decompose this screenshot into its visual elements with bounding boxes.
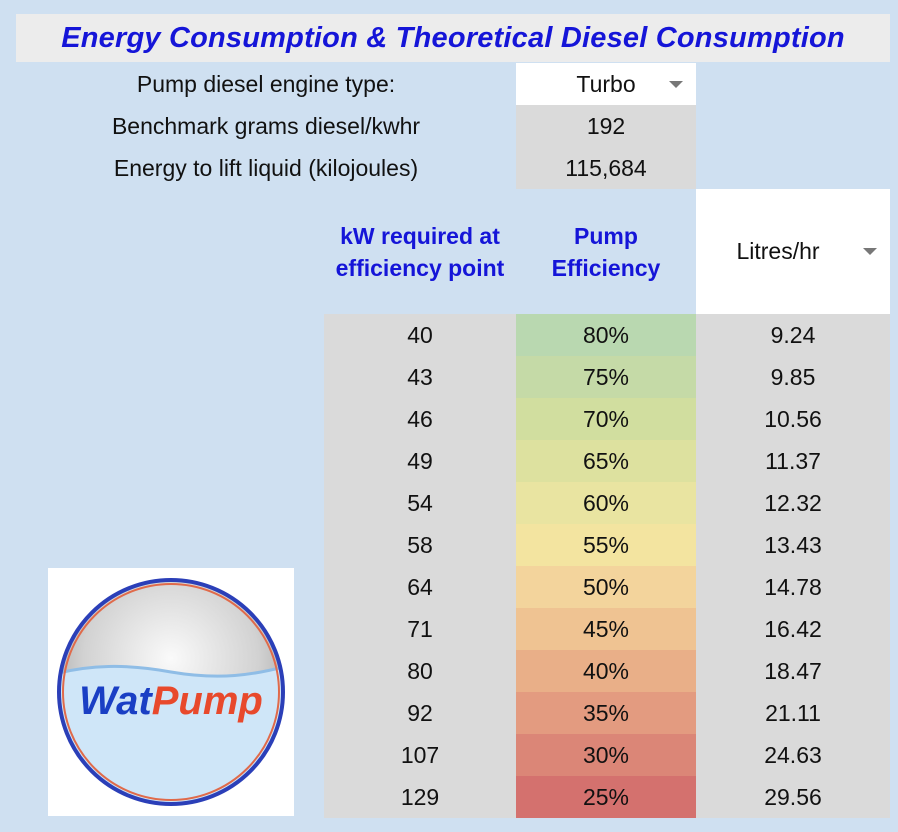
results-table: 40 80% 9.24 43 75% 9.85 46 70% 10.56 49 65% 11.37 54… [324, 314, 890, 818]
logo-text-p: Pump [152, 679, 263, 723]
engine-type-dropdown[interactable]: Turbo [516, 63, 696, 105]
watpump-logo-graphic: WatPump [57, 578, 285, 806]
kw-cell[interactable]: 46 [324, 398, 516, 440]
kw-cell[interactable]: 40 [324, 314, 516, 356]
kw-column-header: kW required at efficiency point [324, 189, 516, 314]
consumption-cell[interactable]: 9.24 [696, 314, 890, 356]
consumption-cell[interactable]: 18.47 [696, 650, 890, 692]
title-bar: Energy Consumption & Theoretical Diesel … [16, 14, 890, 62]
kw-cell[interactable]: 64 [324, 566, 516, 608]
table-row: 71 45% 16.42 [324, 608, 890, 650]
table-row: 43 75% 9.85 [324, 356, 890, 398]
kw-cell[interactable]: 107 [324, 734, 516, 776]
consumption-cell[interactable]: 16.42 [696, 608, 890, 650]
energy-lift-value[interactable]: 115,684 [516, 147, 696, 189]
efficiency-cell[interactable]: 30% [516, 734, 696, 776]
table-row: 129 25% 29.56 [324, 776, 890, 818]
watpump-logo: WatPump [48, 568, 294, 816]
efficiency-cell[interactable]: 50% [516, 566, 696, 608]
unit-dropdown[interactable]: Litres/hr [696, 189, 890, 314]
table-row: 80 40% 18.47 [324, 650, 890, 692]
consumption-cell[interactable]: 21.11 [696, 692, 890, 734]
engine-type-label: Pump diesel engine type: [136, 70, 396, 97]
efficiency-cell[interactable]: 75% [516, 356, 696, 398]
table-row: 107 30% 24.63 [324, 734, 890, 776]
energy-lift-label: Energy to lift liquid (kilojoules) [113, 154, 419, 181]
unit-dropdown-value: Litres/hr [736, 238, 820, 264]
kw-cell[interactable]: 92 [324, 692, 516, 734]
efficiency-cell[interactable]: 35% [516, 692, 696, 734]
efficiency-cell[interactable]: 40% [516, 650, 696, 692]
consumption-cell[interactable]: 12.32 [696, 482, 890, 524]
kw-column-header-text: kW required at efficiency point [335, 222, 505, 281]
efficiency-cell[interactable]: 65% [516, 440, 696, 482]
kw-cell[interactable]: 129 [324, 776, 516, 818]
kw-cell[interactable]: 58 [324, 524, 516, 566]
table-row: 58 55% 13.43 [324, 524, 890, 566]
consumption-cell[interactable]: 10.56 [696, 398, 890, 440]
table-row: 46 70% 10.56 [324, 398, 890, 440]
svg-text:WatPump: WatPump [79, 679, 263, 723]
engine-type-value: Turbo [576, 70, 636, 97]
kw-cell[interactable]: 49 [324, 440, 516, 482]
efficiency-column-header-text: Pump Efficiency [551, 222, 661, 281]
table-row: 64 50% 14.78 [324, 566, 890, 608]
table-row: 54 60% 12.32 [324, 482, 890, 524]
kw-cell[interactable]: 71 [324, 608, 516, 650]
table-row: 40 80% 9.24 [324, 314, 890, 356]
logo-text-w: Wat [79, 679, 153, 723]
chevron-down-icon [863, 248, 877, 255]
efficiency-cell[interactable]: 80% [516, 314, 696, 356]
efficiency-cell[interactable]: 70% [516, 398, 696, 440]
efficiency-cell[interactable]: 60% [516, 482, 696, 524]
consumption-cell[interactable]: 14.78 [696, 566, 890, 608]
kw-cell[interactable]: 43 [324, 356, 516, 398]
page-title: Energy Consumption & Theoretical Diesel … [61, 21, 845, 54]
consumption-cell[interactable]: 13.43 [696, 524, 890, 566]
consumption-cell[interactable]: 11.37 [696, 440, 890, 482]
efficiency-column-header: Pump Efficiency [516, 189, 696, 314]
kw-cell[interactable]: 54 [324, 482, 516, 524]
consumption-cell[interactable]: 24.63 [696, 734, 890, 776]
benchmark-grams-value[interactable]: 192 [516, 105, 696, 147]
chevron-down-icon [669, 81, 683, 88]
consumption-cell[interactable]: 29.56 [696, 776, 890, 818]
table-row: 49 65% 11.37 [324, 440, 890, 482]
table-row: 92 35% 21.11 [324, 692, 890, 734]
efficiency-cell[interactable]: 25% [516, 776, 696, 818]
efficiency-cell[interactable]: 55% [516, 524, 696, 566]
efficiency-cell[interactable]: 45% [516, 608, 696, 650]
benchmark-grams-label: Benchmark grams diesel/kwhr [111, 112, 421, 139]
kw-cell[interactable]: 80 [324, 650, 516, 692]
consumption-cell[interactable]: 9.85 [696, 356, 890, 398]
